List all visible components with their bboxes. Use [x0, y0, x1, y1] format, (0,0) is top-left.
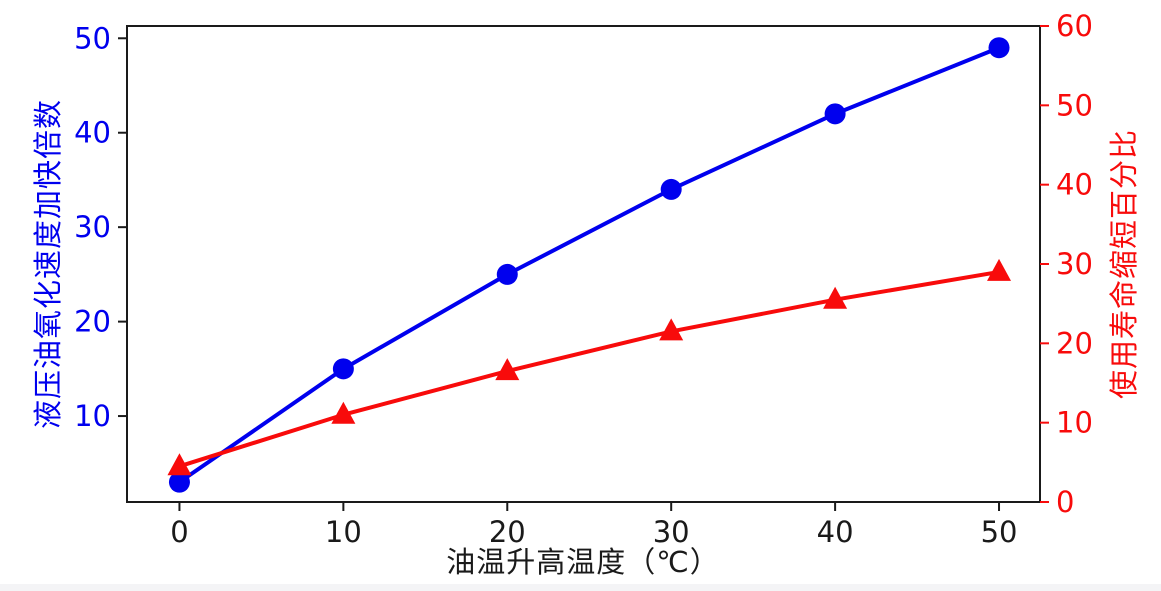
left-y-axis-tick-label: 40	[74, 116, 111, 150]
right-y-axis-tick-label: 20	[1056, 326, 1093, 360]
circle-marker	[660, 178, 682, 200]
left-y-axis-tick-label: 30	[74, 210, 111, 244]
x-axis-tick-label: 50	[981, 515, 1018, 549]
circle-marker	[988, 37, 1010, 59]
circle-marker	[496, 263, 518, 285]
left-y-axis-title: 液压油氧化速度加快倍数	[31, 98, 65, 430]
right-y-axis-title: 使用寿命缩短百分比	[1107, 128, 1141, 400]
bottom-page-strip	[0, 584, 1161, 591]
x-axis-title: 油温升高温度（℃）	[446, 545, 720, 579]
right-y-axis-tick-label: 30	[1056, 247, 1093, 281]
x-axis-tick-label: 30	[653, 515, 690, 549]
triangle-marker	[987, 258, 1012, 281]
right-y-axis-tick-label: 40	[1056, 168, 1093, 202]
left-y-axis-tick-label: 10	[74, 399, 111, 433]
left-y-axis-tick-label: 50	[74, 21, 111, 55]
right-y-axis-tick-label: 60	[1056, 9, 1093, 43]
right-y-axis-tick-label: 0	[1056, 485, 1074, 519]
circle-marker	[168, 471, 190, 493]
service-life-line	[177, 269, 1002, 469]
triangle-marker	[495, 358, 520, 381]
x-axis-tick-label: 10	[325, 515, 362, 549]
plot-frame	[126, 25, 1041, 503]
triangle-marker	[659, 318, 684, 341]
circle-marker	[824, 103, 846, 125]
oxidation-speed-line	[177, 45, 1002, 485]
right-y-axis-tick-label: 10	[1056, 406, 1093, 440]
right-y-axis-tick-label: 50	[1056, 88, 1093, 122]
x-axis-tick-label: 20	[489, 515, 526, 549]
triangle-marker	[823, 286, 848, 309]
x-axis-tick-label: 40	[817, 515, 854, 549]
circle-marker	[332, 358, 354, 380]
triangle-marker	[167, 453, 192, 476]
left-y-axis-tick-label: 20	[74, 305, 111, 339]
x-axis-tick-label: 0	[170, 515, 188, 549]
triangle-marker	[331, 401, 356, 424]
